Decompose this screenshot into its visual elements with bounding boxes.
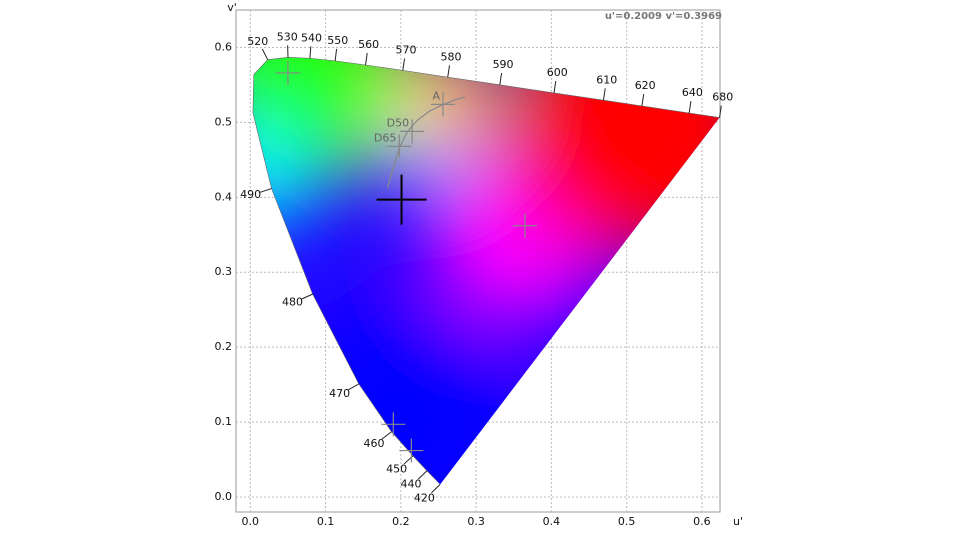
locus-tick	[381, 431, 392, 440]
cursor	[376, 174, 427, 225]
wavelength-label: 560	[358, 38, 379, 51]
locus-tick	[259, 188, 272, 193]
marker	[400, 119, 425, 144]
marker	[430, 92, 455, 117]
locus-tick	[365, 53, 368, 66]
wavelength-label: 530	[277, 30, 298, 43]
wavelength-label: 570	[396, 44, 417, 57]
wavelength-label: 460	[364, 437, 385, 450]
wavelength-label: 440	[401, 478, 422, 491]
y-tick-label: 0.2	[215, 340, 233, 353]
y-tick-label: 0.4	[215, 190, 233, 203]
locus-tick	[348, 383, 360, 391]
wavelength-label: 580	[440, 50, 461, 63]
locus-tick	[688, 101, 692, 114]
y-tick-label: 0.0	[215, 490, 233, 503]
x-tick-label: 0.1	[317, 515, 335, 528]
locus-tick	[431, 483, 441, 494]
y-tick-label: 0.3	[215, 265, 233, 278]
wavelength-label: 680	[712, 91, 733, 104]
wavelength-label: 490	[240, 188, 261, 201]
y-tick-label: 0.5	[215, 115, 233, 128]
wavelength-label: 420	[414, 491, 435, 504]
wavelength-label: 640	[682, 86, 703, 99]
marker-label: D50	[387, 116, 409, 129]
x-tick-label: 0.4	[543, 515, 561, 528]
marker-label: A	[432, 89, 440, 102]
planckian-locus	[386, 96, 466, 189]
x-tick-label: 0.5	[618, 515, 636, 528]
locus-tick	[719, 105, 722, 118]
wavelength-label: 620	[635, 79, 656, 92]
locus-tick	[261, 48, 269, 60]
x-tick-label: 0.2	[392, 515, 410, 528]
wavelength-label: 550	[327, 34, 348, 47]
wavelength-label: 610	[596, 73, 617, 86]
locus-tick	[309, 46, 312, 59]
locus-tick	[602, 88, 606, 101]
x-tick-label: 0.6	[693, 515, 711, 528]
locus-tick	[402, 58, 406, 71]
marker-label: D65	[374, 131, 396, 144]
x-tick-label: 0.0	[242, 515, 260, 528]
wavelength-label: 480	[282, 295, 303, 308]
marker	[381, 412, 406, 437]
marker	[513, 213, 538, 238]
wavelength-label: 540	[301, 31, 322, 44]
x-tick-label: 0.3	[467, 515, 485, 528]
locus-tick	[301, 293, 313, 300]
locus-tick	[334, 48, 338, 61]
y-axis-label: v'	[227, 1, 237, 14]
locus-tick	[553, 80, 557, 94]
marker	[387, 134, 412, 159]
wavelength-label: 450	[386, 462, 407, 475]
wavelength-label: 600	[547, 66, 568, 79]
y-tick-label: 0.6	[215, 40, 233, 53]
marker	[275, 60, 300, 85]
locus-tick	[499, 72, 503, 85]
locus-tick	[417, 470, 428, 480]
locus-tick	[641, 94, 645, 107]
wavelength-label: 520	[247, 35, 268, 48]
spectral-locus	[252, 57, 720, 485]
wavelength-label: 470	[329, 387, 350, 400]
x-axis-label: u'	[733, 515, 743, 528]
wavelength-label: 590	[493, 58, 514, 71]
y-tick-label: 0.1	[215, 415, 233, 428]
readout: u'=0.2009 v'=0.3969	[605, 11, 722, 22]
locus-tick	[447, 65, 451, 78]
marker	[399, 438, 424, 463]
